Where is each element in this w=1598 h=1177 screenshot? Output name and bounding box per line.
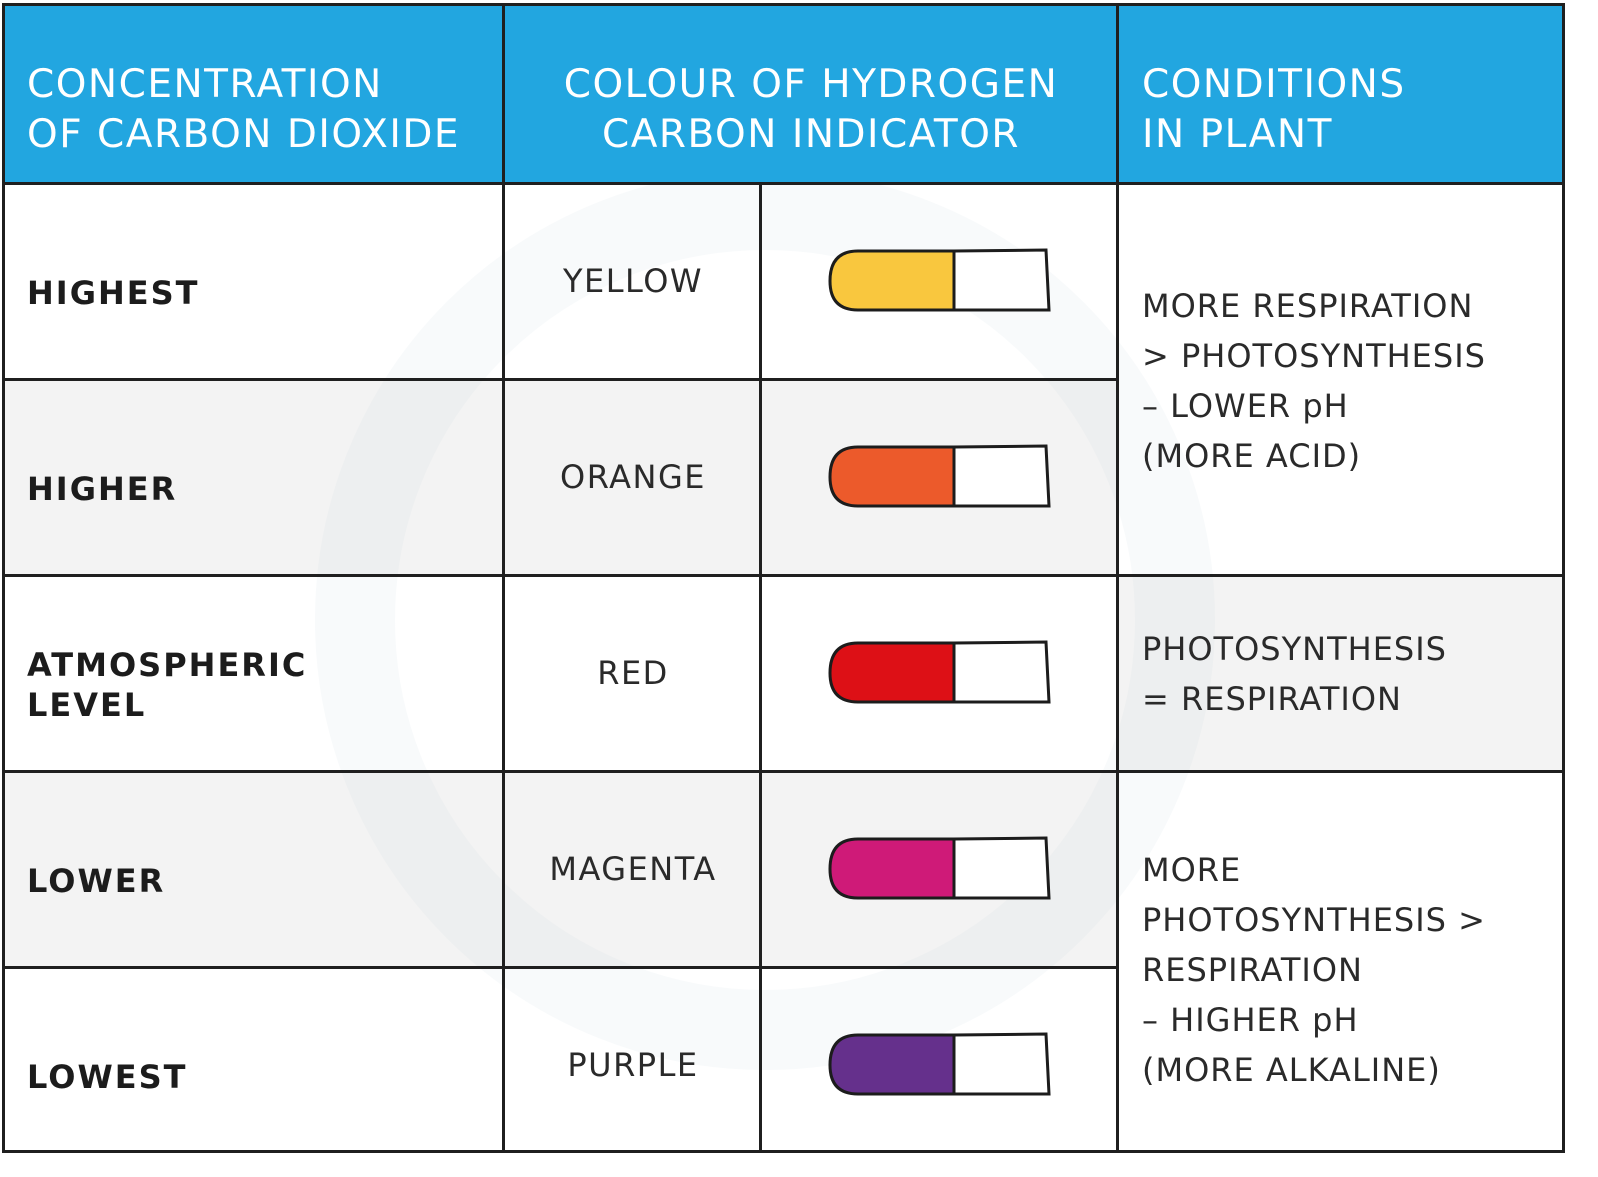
header-bar [3, 3, 1564, 183]
tube-empty [952, 444, 1051, 508]
border-row2 [3, 574, 1564, 577]
tube-empty [952, 640, 1051, 704]
conditions-acid-line1: MORE RESPIRATION [1142, 287, 1474, 325]
tube-yellow [828, 248, 1051, 312]
concentration-lowest: LOWEST [27, 1058, 188, 1096]
border-bottom [3, 1150, 1564, 1153]
concentration-atmospheric-line2: LEVEL [27, 686, 147, 724]
colour-yellow: YELLOW [562, 262, 704, 300]
colour-red: RED [597, 654, 669, 692]
border-row4 [3, 966, 1119, 969]
conditions-neutral-line2: = RESPIRATION [1142, 680, 1402, 718]
header-conditions: CONDITIONS IN PLANT [1142, 60, 1562, 160]
concentration-higher: HIGHER [27, 470, 178, 508]
tube-liquid [828, 837, 956, 900]
concentration-highest: HIGHEST [27, 274, 200, 312]
border-col2a [759, 183, 762, 1153]
tube-orange [828, 444, 1051, 508]
header-concentration-line1: CONCENTRATION [27, 62, 383, 107]
conditions-alkaline-line4: – HIGHER pH [1142, 1001, 1359, 1039]
concentration-atmospheric-line1: ATMOSPHERIC [27, 646, 308, 684]
tube-purple [828, 1032, 1051, 1096]
conditions-acid-line3: – LOWER pH [1142, 387, 1349, 425]
header-concentration-line2: OF CARBON DIOXIDE [27, 112, 461, 157]
conditions-alkaline: MORE PHOTOSYNTHESIS > RESPIRATION – HIGH… [1142, 845, 1486, 1095]
tube-red [828, 640, 1051, 704]
tube-empty [952, 248, 1051, 312]
tube-magenta [828, 836, 1051, 900]
conditions-acid-line2: > PHOTOSYNTHESIS [1142, 337, 1486, 375]
border-col1 [502, 3, 505, 1153]
concentration-atmospheric: ATMOSPHERIC LEVEL [27, 645, 307, 725]
watermark-logo [315, 170, 1215, 1070]
tube-liquid [828, 1033, 956, 1096]
header-colour-line2: CARBON INDICATOR [601, 112, 1021, 157]
tube-empty [952, 836, 1051, 900]
colour-orange: ORANGE [560, 458, 706, 496]
concentration-lower: LOWER [27, 862, 166, 900]
colour-purple: PURPLE [567, 1046, 699, 1084]
colour-magenta: MAGENTA [549, 850, 717, 888]
border-left [2, 3, 5, 1153]
header-concentration: CONCENTRATION OF CARBON DIOXIDE [27, 60, 497, 160]
header-colour: COLOUR OF HYDROGEN CARBON INDICATOR [505, 60, 1117, 160]
conditions-neutral-line1: PHOTOSYNTHESIS [1142, 630, 1447, 668]
conditions-acid-line4: (MORE ACID) [1142, 437, 1362, 475]
border-right [1562, 3, 1565, 1153]
border-row3 [3, 770, 1564, 773]
header-colour-line1: COLOUR OF HYDROGEN [563, 62, 1059, 107]
border-header [3, 182, 1564, 185]
tube-liquid [828, 249, 956, 312]
conditions-neutral: PHOTOSYNTHESIS = RESPIRATION [1142, 624, 1447, 724]
conditions-acid: MORE RESPIRATION > PHOTOSYNTHESIS – LOWE… [1142, 281, 1486, 481]
conditions-alkaline-line1: MORE [1142, 851, 1242, 889]
conditions-alkaline-line5: (MORE ALKALINE) [1142, 1051, 1441, 1089]
conditions-alkaline-line2: PHOTOSYNTHESIS > [1142, 901, 1486, 939]
header-conditions-line1: CONDITIONS [1142, 62, 1406, 107]
tube-empty [952, 1032, 1051, 1096]
border-top [3, 3, 1564, 6]
tube-liquid [828, 445, 956, 508]
tube-liquid [828, 641, 956, 704]
conditions-alkaline-line3: RESPIRATION [1142, 951, 1363, 989]
border-col2 [1116, 3, 1119, 1153]
border-row1 [3, 378, 1119, 381]
header-conditions-line2: IN PLANT [1142, 112, 1333, 157]
